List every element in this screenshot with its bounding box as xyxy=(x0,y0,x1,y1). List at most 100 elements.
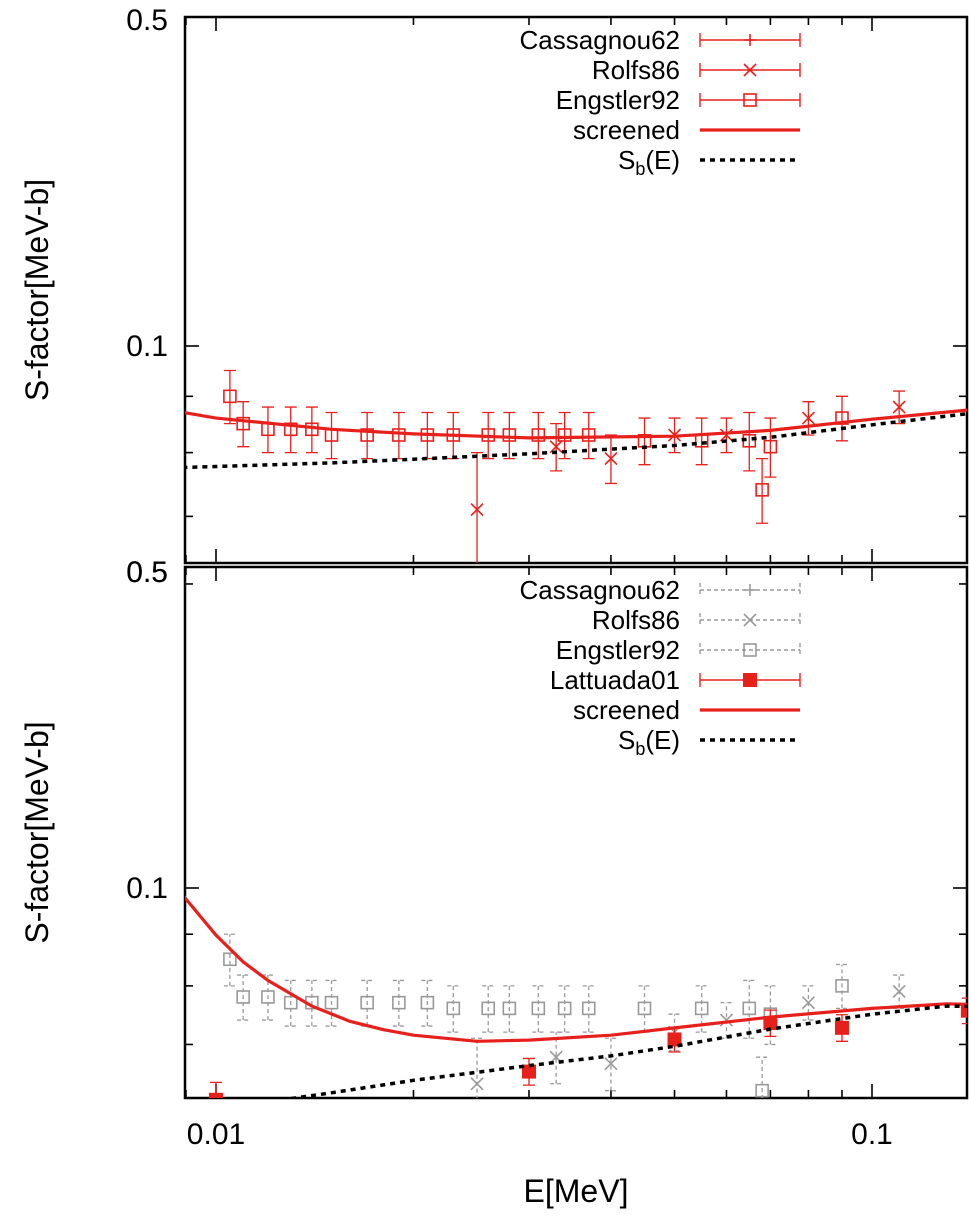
error-bar xyxy=(961,997,967,1025)
series-rolfs86 xyxy=(470,390,906,563)
legend-label: Cassagnou62 xyxy=(520,575,680,605)
error-bar xyxy=(223,369,236,425)
error-bar xyxy=(305,406,318,454)
data-point xyxy=(604,1057,618,1071)
error-bar xyxy=(392,411,405,460)
data-point xyxy=(801,996,815,1010)
plot-frame xyxy=(183,565,969,1100)
legend-marker xyxy=(743,643,757,657)
legend-item: Engstler92 xyxy=(556,635,801,665)
series-line xyxy=(282,1004,967,1098)
error-bar xyxy=(421,979,434,1027)
data-point xyxy=(360,428,374,442)
error-bar xyxy=(325,411,338,460)
error-bar xyxy=(471,1037,484,1098)
data-point xyxy=(581,428,596,442)
legend-swatch xyxy=(699,643,801,657)
legend-marker xyxy=(743,613,757,627)
data-point xyxy=(446,1001,461,1016)
data-point xyxy=(261,990,275,1004)
data-point xyxy=(667,1032,682,1047)
legend-item: Lattuada01 xyxy=(550,665,801,695)
legend-item: screened xyxy=(573,695,800,725)
data-point xyxy=(502,1001,517,1016)
error-bar xyxy=(261,974,274,1021)
y-axis-label: S-factor[MeV-b] xyxy=(19,721,55,943)
error-bar xyxy=(532,985,545,1033)
series-s-b-e- xyxy=(185,412,967,470)
data-point xyxy=(283,995,298,1010)
y-tick-label: 0.5 xyxy=(126,556,168,589)
series-screened xyxy=(185,408,967,440)
error-bar xyxy=(503,411,516,460)
error-bar xyxy=(305,979,318,1027)
legend-label: Rolfs86 xyxy=(592,605,680,635)
legend-label: screened xyxy=(573,695,680,725)
data-point xyxy=(763,439,778,454)
data-point xyxy=(892,984,906,998)
data-point xyxy=(719,428,734,442)
data-point xyxy=(694,1001,709,1016)
legend-item: Engstler92 xyxy=(556,85,801,115)
data-point xyxy=(834,1020,849,1035)
legend-item: Rolfs86 xyxy=(592,55,801,85)
data-point xyxy=(420,995,435,1010)
legend-label: Rolfs86 xyxy=(592,55,680,85)
data-point xyxy=(835,979,849,993)
error-bar xyxy=(835,963,848,1010)
legend: Cassagnou62Rolfs86Engstler92Lattuada01sc… xyxy=(520,575,801,759)
plot-area xyxy=(185,369,967,563)
error-bar xyxy=(392,979,405,1027)
x-tick-label: 0.01 xyxy=(187,1118,245,1151)
error-bar xyxy=(695,417,708,466)
error-bar xyxy=(503,985,516,1033)
data-point xyxy=(360,995,374,1010)
data-point xyxy=(763,1016,778,1031)
legend-label: Lattuada01 xyxy=(550,665,680,695)
error-bar xyxy=(361,411,374,460)
plot-frame xyxy=(183,15,969,565)
error-bar xyxy=(210,1081,222,1098)
error-bar xyxy=(223,933,236,987)
series-screened xyxy=(185,895,967,1043)
series-s-b-e- xyxy=(282,1004,967,1098)
y-axis-label: S-factor[MeV-b] xyxy=(19,179,55,401)
error-bar xyxy=(361,979,374,1027)
error-bar xyxy=(743,979,756,1039)
series-line xyxy=(185,412,967,470)
data-point xyxy=(470,503,484,517)
y-tick-label: 0.5 xyxy=(126,4,168,37)
error-bar xyxy=(447,985,460,1033)
series-line xyxy=(185,895,967,1043)
data-point xyxy=(581,1001,596,1016)
data-point xyxy=(742,1001,757,1016)
legend-label: screened xyxy=(573,115,680,145)
data-point xyxy=(637,1001,652,1016)
series-engstler92 xyxy=(223,369,849,524)
series-engstler92 xyxy=(223,933,849,1098)
data-point xyxy=(549,440,563,454)
error-bar xyxy=(756,457,769,524)
error-bar xyxy=(638,417,651,466)
legend-marker xyxy=(743,673,757,687)
data-point xyxy=(502,428,517,442)
legend-label: Cassagnou62 xyxy=(520,25,680,55)
data-point xyxy=(604,452,618,466)
data-point xyxy=(531,1001,546,1016)
series-line xyxy=(185,408,967,440)
legend-swatch xyxy=(699,93,801,107)
y-tick-label: 0.5 xyxy=(126,556,168,589)
legend-item: Sb(E) xyxy=(618,725,800,759)
error-bar xyxy=(743,411,756,472)
legend: Cassagnou62Rolfs86Engstler92screenedSb(E… xyxy=(520,25,801,179)
error-bar xyxy=(284,979,297,1027)
data-point xyxy=(236,416,250,431)
legend-label: Engstler92 xyxy=(556,85,680,115)
data-point xyxy=(481,1001,496,1016)
data-point xyxy=(236,990,250,1004)
data-point xyxy=(557,428,572,442)
x-tick-label: 0.1 xyxy=(851,1118,893,1151)
legend-item: Sb(E) xyxy=(618,145,800,179)
error-bar xyxy=(237,401,250,448)
